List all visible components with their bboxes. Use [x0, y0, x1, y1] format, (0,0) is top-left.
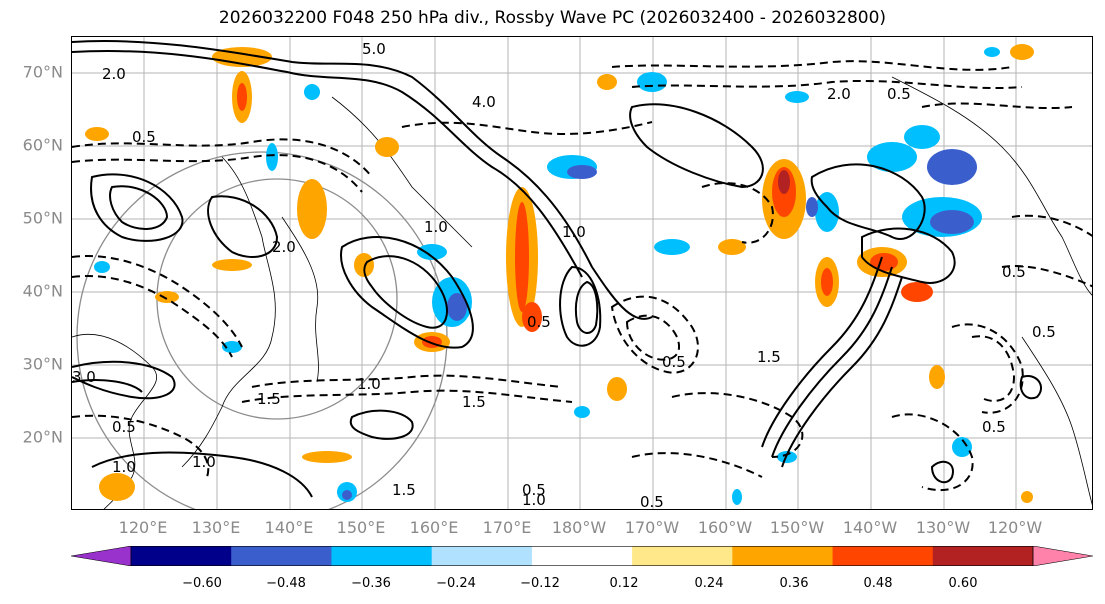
- contour-label: 0.5: [662, 353, 686, 371]
- contour-label: 0.5: [982, 418, 1006, 436]
- contour-label: 1.0: [562, 223, 586, 241]
- map-title: 2026032200 F048 250 hPa div., Rossby Wav…: [218, 8, 887, 28]
- contour-label: 1.0: [522, 491, 546, 509]
- map-canvas: 2.0 0.5 5.0 4.0 2.0 0.5 1.0 1.0 0.5 1.5 …: [72, 37, 1092, 510]
- lon-label-180w: 180°W: [551, 518, 607, 537]
- contour-label: 0.5: [132, 128, 156, 146]
- contour-label: 0.5: [522, 481, 546, 499]
- colorbar-extend-low: [71, 546, 132, 566]
- contour-label: 1.5: [257, 390, 281, 408]
- lat-label-50n: 50°N: [22, 208, 63, 228]
- contour-label: 2.0: [827, 85, 851, 103]
- colorbar-bin: [131, 546, 232, 566]
- contour-label: 5.0: [362, 40, 386, 58]
- contour-label: 1.0: [357, 375, 381, 393]
- contour-label: 2.0: [102, 65, 126, 83]
- lat-label-60n: 60°N: [22, 135, 63, 155]
- lon-label-170w: 170°W: [624, 518, 680, 537]
- colorbar-bin: [231, 546, 332, 566]
- colorbar-tick: −0.12: [520, 576, 560, 591]
- lon-label-140w: 140°W: [842, 518, 898, 537]
- colorbar-tick: −0.48: [266, 576, 306, 591]
- colorbar-tick: −0.36: [351, 576, 391, 591]
- colorbar: [71, 546, 1093, 566]
- contour-label: 0.5: [527, 313, 551, 331]
- colorbar-bin: [732, 546, 834, 566]
- coastlines: [72, 76, 1092, 509]
- colorbar-tick: 0.12: [609, 576, 639, 591]
- colorbar-segments: [71, 546, 1093, 566]
- contour-label: 3.0: [72, 368, 96, 386]
- colorbar-bin: [531, 546, 633, 566]
- contour-label: 2.0: [272, 238, 296, 256]
- phase-circles: [76, 151, 448, 509]
- graticule: [72, 37, 1092, 509]
- contour-label: 0.5: [640, 493, 664, 510]
- lon-label-150e: 150°E: [336, 518, 386, 537]
- lon-label-150w: 150°W: [769, 518, 825, 537]
- lon-label-160w: 160°W: [697, 518, 753, 537]
- contour-label: 0.5: [1002, 263, 1026, 281]
- lat-label-40n: 40°N: [22, 281, 63, 301]
- lon-label-130w: 130°W: [915, 518, 971, 537]
- colorbar-bin: [932, 546, 1034, 566]
- lon-label-140e: 140°E: [264, 518, 314, 537]
- contour-label: 1.0: [424, 218, 448, 236]
- contour-label: 1.5: [392, 481, 416, 499]
- negative-divergence-shading: [94, 47, 1000, 505]
- colorbar-tick: −0.24: [436, 576, 476, 591]
- colorbar-bin: [632, 546, 733, 566]
- contour-label: 1.0: [192, 453, 216, 471]
- contour-label: 0.5: [112, 418, 136, 436]
- dashed-contours: [72, 60, 1092, 492]
- colorbar-tick: 0.24: [694, 576, 724, 591]
- lon-label-160e: 160°E: [409, 518, 459, 537]
- solid-contours: [72, 40, 1042, 498]
- lon-label-170e: 170°E: [482, 518, 532, 537]
- colorbar-tick: −0.60: [182, 576, 222, 591]
- lon-label-130e: 130°E: [191, 518, 241, 537]
- contour-label: 0.5: [887, 85, 911, 103]
- colorbar-bin: [431, 546, 533, 566]
- contour-label: 1.5: [462, 393, 486, 411]
- colorbar-bin: [331, 546, 433, 566]
- colorbar-bin: [832, 546, 934, 566]
- colorbar-tick: 0.60: [948, 576, 978, 591]
- contour-label: 1.5: [757, 348, 781, 366]
- contour-label: 4.0: [472, 93, 496, 111]
- lon-label-120e: 120°E: [118, 518, 168, 537]
- positive-divergence-shading: [85, 44, 1034, 503]
- lat-label-20n: 20°N: [22, 427, 63, 447]
- contour-labels: 2.0 0.5 5.0 4.0 2.0 0.5 1.0 1.0 0.5 1.5 …: [72, 40, 1056, 510]
- colorbar-outline: [130, 546, 1034, 566]
- lat-label-30n: 30°N: [22, 354, 63, 374]
- contour-label: 0.5: [1032, 323, 1056, 341]
- colorbar-tick: 0.48: [863, 576, 893, 591]
- contour-label: 1.0: [112, 458, 136, 476]
- lat-label-70n: 70°N: [22, 62, 63, 82]
- colorbar-tick: 0.36: [779, 576, 809, 591]
- map-panel: 2.0 0.5 5.0 4.0 2.0 0.5 1.0 1.0 0.5 1.5 …: [71, 36, 1093, 510]
- lon-label-120w: 120°W: [987, 518, 1043, 537]
- colorbar-extend-high: [1032, 546, 1093, 566]
